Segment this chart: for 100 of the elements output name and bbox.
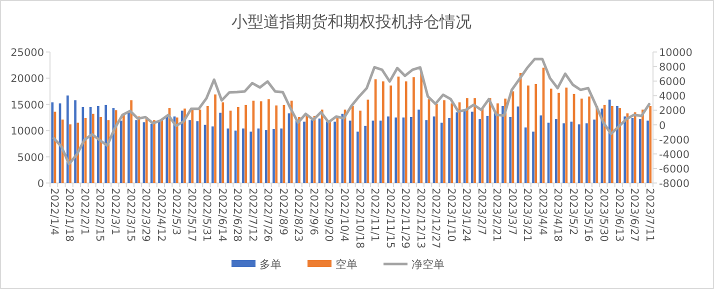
bar: [646, 120, 649, 183]
x-tick-label: 2023/5/16: [582, 188, 594, 242]
bar: [92, 114, 94, 183]
bar: [379, 120, 382, 183]
bar: [649, 106, 652, 183]
bar: [184, 108, 186, 183]
y2-tick-label: -6000: [659, 163, 690, 176]
bar: [160, 120, 164, 183]
bar: [191, 108, 194, 183]
y2-tick-label: -2000: [659, 134, 690, 146]
title: 小型道指期货和期权投机持仓情况: [232, 12, 472, 31]
bar: [356, 132, 359, 183]
bar: [76, 122, 80, 183]
x-tick-label: 2023/2/7: [475, 188, 488, 236]
bar: [527, 86, 530, 183]
bar: [250, 132, 252, 183]
bar: [268, 99, 270, 183]
y-tick-label: 25000: [10, 47, 44, 59]
bar: [425, 120, 428, 183]
bar: [336, 118, 339, 183]
bar: [504, 98, 506, 183]
x-tick-label: 2023/6/13: [612, 188, 625, 242]
bar: [166, 116, 168, 183]
bar: [153, 120, 156, 183]
x-tick-label: 2022/8/23: [292, 188, 304, 242]
bar: [519, 72, 522, 183]
bar: [420, 71, 423, 183]
bar: [290, 100, 293, 183]
bar: [404, 81, 408, 183]
bar: [540, 115, 542, 183]
x-tick-label: 2022/10/18: [353, 188, 366, 249]
x-tick-label: 2022/1/18: [63, 188, 76, 242]
x-tick-label: 2022/4/12: [154, 188, 167, 242]
bar: [320, 110, 324, 183]
x-tick-label: 2022/12/13: [414, 188, 426, 249]
legend-label: 空单: [336, 258, 358, 271]
x-tick-label: 2023/3/21: [521, 188, 534, 242]
bar: [334, 122, 336, 183]
bar: [275, 105, 278, 183]
y2-tick-label: 2000: [659, 105, 686, 118]
bar: [180, 110, 184, 183]
x-tick-label: 2022/6/14: [216, 188, 228, 242]
x-tick-label: 2022/3/1: [109, 188, 122, 236]
bar: [608, 100, 611, 183]
bar: [509, 116, 512, 183]
bar: [642, 110, 644, 183]
bar: [448, 118, 450, 183]
bar: [638, 119, 642, 183]
bar: [382, 81, 384, 183]
bar: [450, 103, 454, 183]
bar: [206, 106, 209, 183]
bar: [443, 100, 446, 183]
bar: [264, 130, 268, 183]
bar: [502, 106, 504, 183]
bar: [280, 128, 283, 183]
bar: [222, 102, 224, 183]
bar: [212, 126, 214, 183]
x-tick-label: 2022/5/31: [200, 188, 213, 242]
x-tick-label: 2023/2/21: [490, 188, 503, 242]
bar: [359, 110, 362, 183]
bar: [580, 98, 583, 183]
bar: [554, 119, 558, 183]
bar: [624, 116, 626, 183]
bar: [471, 112, 474, 183]
bar: [214, 94, 216, 183]
y2-tick-label: 4000: [659, 90, 686, 103]
x-tick-label: 2022/7/26: [262, 188, 274, 242]
y2-tick-label: 0: [659, 120, 666, 132]
bar: [326, 122, 328, 183]
bar: [128, 112, 130, 183]
x-tick-label: 2022/3/29: [140, 188, 152, 242]
legend-label: 多单: [260, 258, 282, 271]
bar: [303, 122, 306, 183]
bar: [565, 88, 568, 183]
x-tick-label: 2022/5/3: [170, 188, 182, 236]
bar: [120, 120, 122, 183]
y-tick-label: 15000: [10, 99, 44, 112]
bar: [534, 84, 538, 183]
x-tick-label: 2023/3/7: [506, 188, 518, 236]
bar: [611, 106, 614, 183]
x-tick-label: 2022/6/28: [231, 188, 244, 242]
bar: [352, 106, 354, 183]
x-tick-label: 2022/8/9: [276, 188, 289, 236]
bar: [588, 96, 590, 183]
y2-tick-label: 10000: [659, 47, 692, 59]
x-tick-label: 2023/6/27: [628, 188, 640, 242]
x-tick-label: 2022/1/4: [48, 188, 60, 236]
bar: [474, 98, 476, 183]
bar: [496, 103, 499, 183]
bar: [74, 100, 76, 183]
bar: [550, 88, 552, 183]
bar: [418, 110, 420, 183]
x-tick-label: 2022/9/20: [322, 188, 335, 242]
bar: [440, 122, 443, 183]
bar: [310, 120, 314, 183]
bar: [69, 124, 72, 183]
bar: [466, 98, 468, 183]
bar: [97, 106, 100, 183]
x-tick-label: 2022/7/12: [246, 188, 258, 242]
bar: [634, 112, 636, 183]
